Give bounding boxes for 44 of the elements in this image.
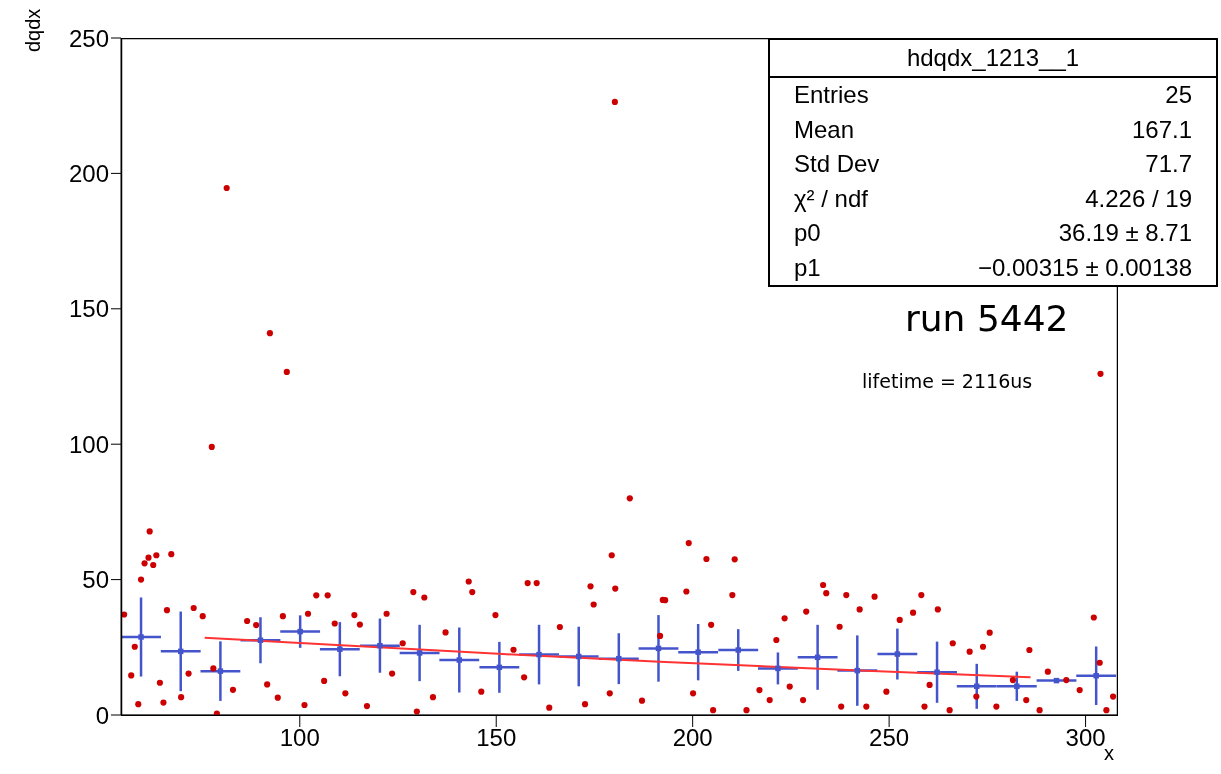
y-tick-label: 150 — [68, 295, 109, 323]
y-tick-label: 200 — [68, 159, 109, 187]
annotation: Std Dev — [794, 149, 880, 179]
x-tick-label: 100 — [279, 724, 320, 752]
y-axis-title: dqdx — [22, 8, 45, 52]
point — [536, 651, 542, 658]
point — [775, 665, 781, 672]
point — [1093, 673, 1099, 679]
point — [934, 669, 940, 675]
point — [138, 634, 144, 640]
text: 71.7 — [1145, 149, 1192, 179]
point — [735, 647, 741, 653]
annotation: Mean — [794, 114, 855, 145]
annotation: 4.226 / 19 — [1085, 183, 1192, 214]
point — [456, 657, 463, 663]
point — [894, 651, 901, 657]
annotation: p1 — [794, 252, 821, 283]
point — [377, 642, 383, 649]
point — [337, 646, 343, 652]
x-tick-label: 200 — [672, 724, 713, 752]
x-tick-label: 250 — [869, 724, 910, 752]
annotation: p0 — [794, 218, 821, 248]
y-tick-label: 0 — [95, 701, 109, 729]
y-tick-label: 50 — [82, 566, 109, 594]
annotation: hdqdx_1213__1 — [770, 40, 1216, 78]
point — [1014, 683, 1020, 690]
line-series — [203, 636, 1032, 679]
point — [297, 628, 303, 635]
x-axis-title: x — [1104, 742, 1114, 765]
annotation: Entries — [794, 80, 869, 110]
annotation: −0.00315 ± 0.00138 — [977, 252, 1192, 283]
point — [616, 655, 622, 662]
annotation: 36.19 ± 8.71 — [1058, 218, 1192, 248]
annotation: run 5442 — [905, 298, 1069, 339]
annotation: χ² / ndf — [794, 183, 868, 214]
y-tick-label: 250 — [68, 24, 109, 52]
text: 167.1 — [1131, 114, 1192, 145]
point — [695, 649, 701, 655]
y-tick-label: 100 — [68, 430, 109, 458]
point — [416, 650, 423, 656]
point — [217, 668, 224, 674]
annotation: lifetime = 2116us — [862, 370, 1033, 392]
text: 25 — [1165, 80, 1192, 110]
x-tick-label: 150 — [476, 724, 517, 752]
